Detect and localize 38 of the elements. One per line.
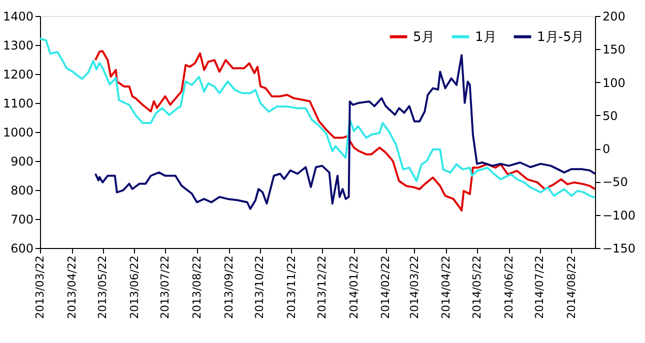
y-tick-label: 1400	[2, 10, 34, 24]
y2-tick-label: 100	[602, 76, 626, 90]
y-tick-label: 1200	[2, 68, 34, 82]
x-tick-label: 2013/04/22	[65, 256, 78, 319]
legend-label: 5月	[413, 30, 434, 45]
y2-tick-label: 150	[602, 42, 626, 57]
y2-tick-label: 50	[602, 108, 618, 123]
y2-tick-label: −150	[602, 242, 636, 256]
x-tick-label: 2014/08/22	[564, 256, 578, 319]
y-tick-label: 600	[10, 242, 34, 256]
y-tick-label: 700	[10, 212, 34, 226]
x-tick-label: 2014/05/22	[470, 256, 484, 319]
y-tick-label: 1000	[2, 126, 34, 140]
y2-tick-label: −100	[602, 208, 636, 222]
legend-label: 1月	[475, 30, 496, 45]
x-tick-label: 2013/11/22	[284, 256, 298, 319]
x-tick-label: 2013/12/22	[316, 256, 329, 319]
x-tick-label: 2013/10/22	[253, 256, 266, 319]
x-tick-label: 2014/02/22	[379, 256, 392, 319]
x-tick-label: 2013/09/22	[222, 256, 236, 319]
y2-tick-label: −50	[602, 175, 628, 190]
x-tick-label: 2013/06/22	[128, 256, 141, 319]
y-tick-label: 900	[10, 154, 34, 168]
y2-tick-label: 200	[602, 10, 626, 24]
y-tick-label: 1300	[2, 38, 34, 52]
x-tick-label: 2014/04/22	[440, 256, 453, 319]
legend-label: 1月-5月	[537, 30, 584, 45]
x-tick-label: 2014/06/22	[502, 256, 516, 319]
y-tick-label: 800	[10, 184, 34, 198]
x-tick-label: 2014/01/22	[347, 256, 360, 319]
x-tick-label: 2014/03/22	[408, 256, 421, 319]
x-tick-label: 2013/05/22	[96, 256, 110, 319]
x-tick-label: 2013/08/22	[190, 256, 204, 319]
x-tick-label: 2013/03/22	[34, 256, 46, 319]
x-tick-label: 2013/07/22	[158, 256, 172, 319]
x-tick-label: 2014/07/22	[533, 256, 546, 319]
y-tick-label: 1100	[2, 96, 34, 110]
y2-tick-label: 0	[602, 142, 610, 156]
